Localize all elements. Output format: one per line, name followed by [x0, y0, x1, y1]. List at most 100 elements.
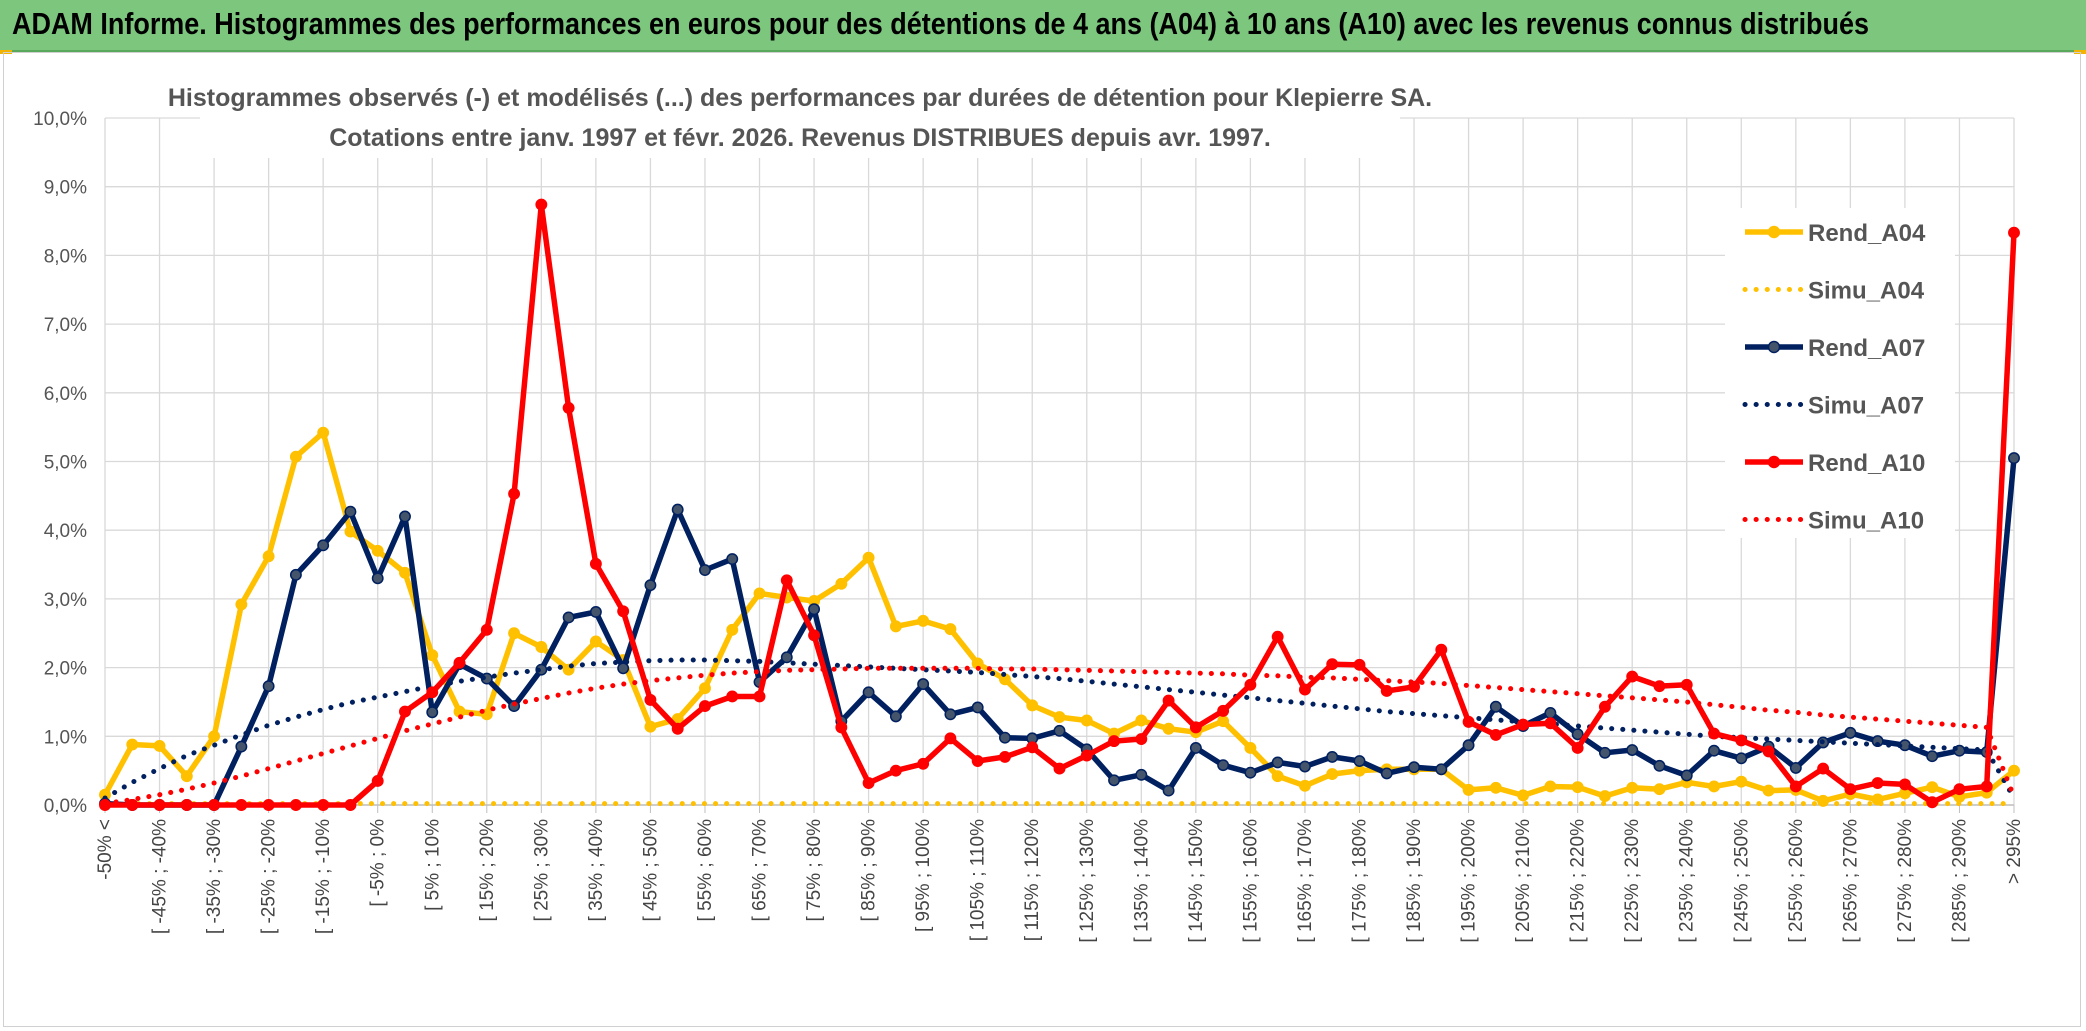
x-tick-label: [ 225% ; 230% [1622, 819, 1643, 943]
legend-box [1725, 208, 1955, 538]
data-point [1653, 783, 1666, 796]
data-point [1298, 779, 1311, 792]
data-point [589, 606, 602, 618]
data-point [1189, 721, 1202, 734]
x-tick-label: -50% < [95, 819, 116, 880]
data-point [508, 487, 521, 500]
data-point [1162, 722, 1175, 735]
legend-marker [1767, 340, 1781, 354]
data-point [1517, 718, 1530, 731]
data-point [617, 605, 630, 618]
data-point [808, 603, 821, 616]
legend-label: Rend_A10 [1808, 450, 1925, 477]
data-point [1244, 742, 1257, 754]
data-point [208, 799, 221, 811]
data-point [1244, 766, 1257, 779]
data-point [1708, 727, 1720, 740]
data-point [1653, 759, 1666, 772]
data-point [944, 623, 957, 636]
x-tick-label: [ 165% ; 170% [1295, 819, 1316, 943]
data-point [1735, 752, 1748, 765]
data-point [262, 799, 275, 811]
data-point [862, 686, 875, 699]
data-point [1271, 630, 1284, 643]
x-tick-label: [ 175% ; 180% [1349, 819, 1370, 943]
data-point [371, 544, 384, 557]
data-point [780, 651, 793, 664]
data-point [262, 680, 275, 693]
data-point [1326, 750, 1339, 763]
data-point [126, 738, 139, 751]
data-point [1789, 761, 1802, 774]
data-point [1735, 734, 1748, 747]
data-point [1708, 780, 1720, 793]
data-point [508, 627, 521, 640]
x-tick-label: [ 265% ; 270% [1840, 819, 1861, 943]
data-point [344, 505, 357, 518]
y-tick-label: 2,0% [44, 659, 87, 680]
data-point [126, 799, 139, 811]
data-point [726, 690, 739, 703]
data-point [1653, 680, 1666, 693]
y-tick-label: 9,0% [44, 178, 87, 199]
data-point [1844, 783, 1857, 796]
x-tick-label: [ -25% ; -20% [259, 819, 280, 934]
data-point [1571, 728, 1584, 741]
data-point [889, 710, 902, 723]
legend-label: Rend_A07 [1808, 335, 1925, 362]
title-background [200, 76, 1400, 158]
chart-title-line: Histogrammes observés (-) et modélisés (… [168, 84, 1432, 112]
x-tick-label: [ 275% ; 280% [1895, 819, 1916, 943]
y-tick-label: 8,0% [44, 246, 87, 267]
data-point [1980, 780, 1993, 793]
data-point [862, 777, 875, 789]
data-point [2008, 226, 2020, 239]
x-tick-label: [ -35% ; -30% [204, 819, 225, 934]
data-point [1435, 763, 1448, 776]
data-point [153, 799, 166, 811]
x-tick-label: [ 245% ; 250% [1731, 819, 1752, 943]
data-point [1571, 742, 1584, 754]
data-point [1926, 781, 1939, 794]
data-point [1026, 741, 1039, 754]
y-tick-label: 4,0% [44, 521, 87, 542]
data-point [180, 770, 193, 783]
data-point [971, 701, 984, 714]
data-point [1053, 762, 1066, 775]
y-tick-label: 6,0% [44, 384, 87, 405]
data-point [1162, 784, 1175, 797]
data-point [1871, 777, 1884, 789]
series-Simu_A07 [102, 657, 2017, 801]
data-point [453, 656, 466, 669]
data-point [371, 775, 384, 787]
chart-title-line: Cotations entre janv. 1997 et févr. 2026… [329, 124, 1271, 152]
data-point [235, 598, 248, 611]
data-point [1680, 769, 1693, 782]
data-point [2008, 452, 2020, 465]
x-tick-label: [ 285% ; 290% [1949, 819, 1970, 943]
data-point [617, 662, 630, 675]
x-tick-label: [ 215% ; 220% [1568, 819, 1589, 943]
x-tick-label: [ 235% ; 240% [1677, 819, 1698, 943]
x-tick-label: [ 85% ; 90% [859, 819, 880, 922]
x-tick-label: [ -5% ; 0% [368, 819, 389, 907]
data-point [917, 614, 930, 627]
data-point [1162, 694, 1175, 707]
legend-label: Rend_A04 [1808, 220, 1926, 247]
data-point [2008, 764, 2020, 777]
x-tick-label: [ 185% ; 190% [1404, 819, 1425, 943]
data-point [1108, 774, 1120, 787]
data-point [1708, 744, 1720, 757]
data-point [1408, 761, 1420, 774]
data-point [399, 510, 411, 523]
data-point [317, 539, 330, 552]
data-point [1244, 678, 1257, 691]
data-point [399, 566, 411, 579]
data-point [1517, 789, 1530, 802]
x-tick-label: [ 55% ; 60% [695, 819, 716, 922]
y-tick-label: 3,0% [44, 590, 87, 611]
data-point [1926, 796, 1939, 809]
data-point [999, 731, 1011, 744]
x-tick-label: [ 95% ; 100% [913, 819, 934, 932]
data-point [862, 551, 875, 564]
